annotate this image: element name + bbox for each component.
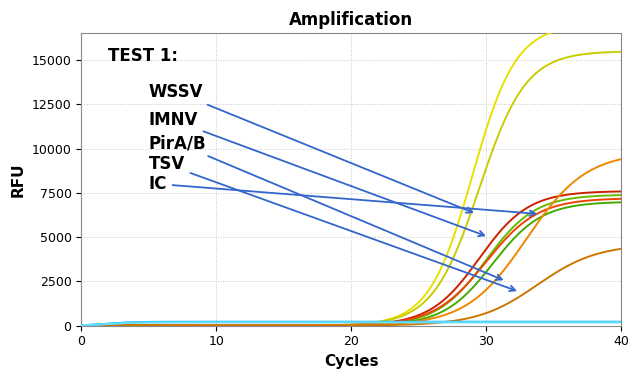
Y-axis label: RFU: RFU: [11, 162, 26, 197]
Text: WSSV: WSSV: [148, 83, 472, 213]
Title: Amplification: Amplification: [289, 11, 413, 29]
Text: IMNV: IMNV: [148, 111, 484, 236]
Text: TEST 1:: TEST 1:: [108, 48, 179, 65]
X-axis label: Cycles: Cycles: [324, 354, 378, 369]
Text: IC: IC: [148, 175, 535, 216]
Text: PirA/B: PirA/B: [148, 134, 502, 280]
Text: TSV: TSV: [148, 155, 515, 291]
